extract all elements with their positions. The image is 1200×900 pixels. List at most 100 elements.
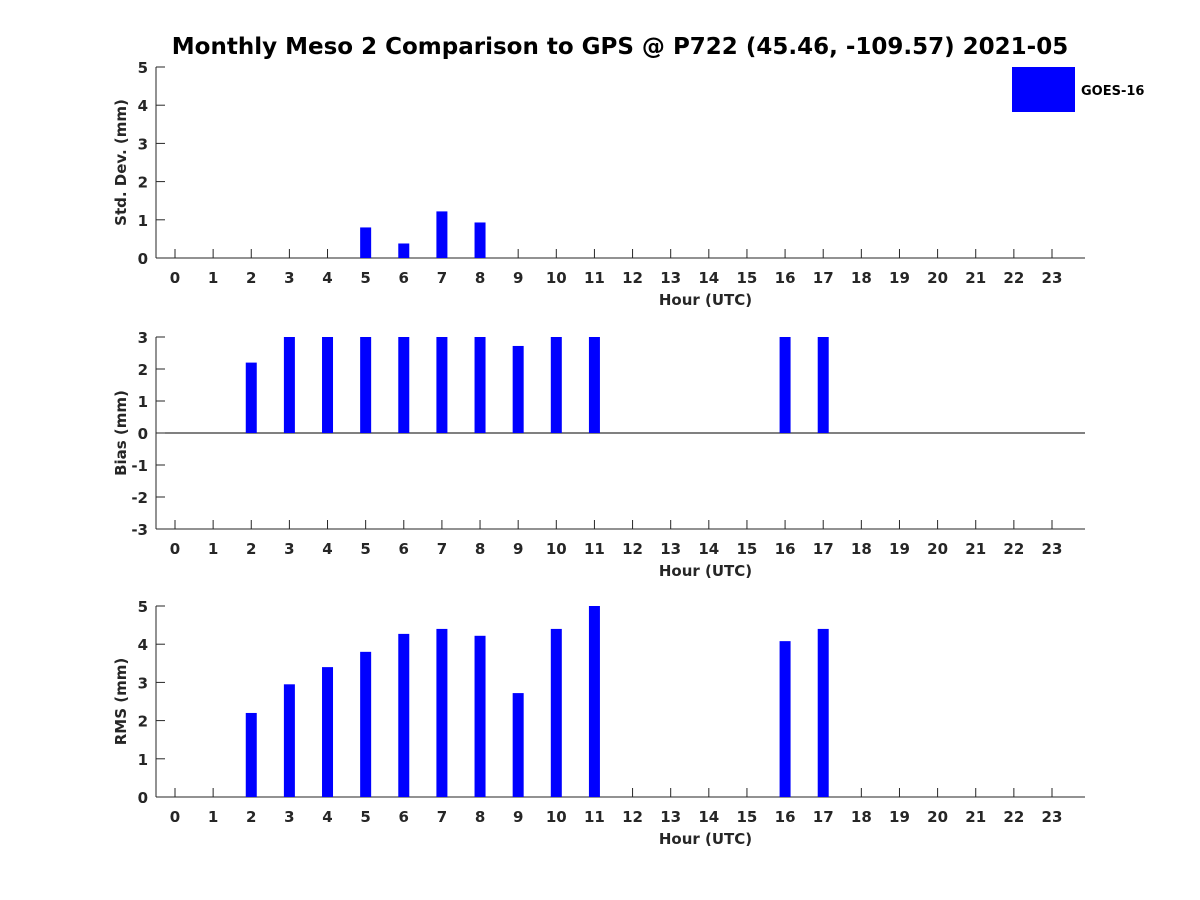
x-tick-label: 14 [698,269,719,287]
x-tick-label: 4 [322,269,332,287]
x-tick-label: 1 [208,269,218,287]
x-tick-label: 12 [622,808,643,826]
x-tick-label: 21 [965,269,986,287]
x-tick-label: 16 [775,540,796,558]
x-tick-label: 21 [965,808,986,826]
bar-hour-6 [398,243,410,258]
bar-hour-11 [588,606,600,797]
x-tick-label: 13 [660,269,681,287]
bar-hour-9 [512,693,524,797]
x-tick-label: 4 [322,808,332,826]
x-tick-label: 9 [513,540,523,558]
x-tick-label: 0 [170,540,180,558]
x-tick-label: 15 [737,808,758,826]
bar-hour-10 [550,628,562,797]
y-tick-label: 3 [138,135,148,153]
y-tick-label: -1 [131,457,148,475]
x-tick-label: 23 [1042,540,1063,558]
y-tick-label: 2 [138,713,148,731]
x-tick-label: 10 [546,808,567,826]
x-tick-label: 8 [475,540,485,558]
y-tick-label: 4 [138,97,148,115]
x-tick-label: 6 [399,808,409,826]
x-tick-label: 8 [475,808,485,826]
x-tick-label: 11 [584,269,605,287]
x-tick-label: 13 [660,808,681,826]
y-tick-label: 5 [138,59,148,77]
x-tick-label: 12 [622,540,643,558]
bar-hour-10 [550,337,562,433]
chart-title: Monthly Meso 2 Comparison to GPS @ P722 … [172,34,1068,60]
x-tick-label: 11 [584,540,605,558]
bar-hour-6 [398,337,410,433]
x-tick-label: 12 [622,269,643,287]
bar-hour-5 [360,227,372,258]
x-tick-label: 7 [437,808,447,826]
x-tick-label: 9 [513,269,523,287]
x-tick-label: 8 [475,269,485,287]
bar-hour-3 [283,337,295,433]
x-tick-label: 16 [775,269,796,287]
x-tick-label: 10 [546,269,567,287]
y-tick-label: -2 [131,489,148,507]
x-tick-label: 23 [1042,808,1063,826]
x-tick-label: 9 [513,808,523,826]
x-tick-label: 1 [208,808,218,826]
x-axis-label: Hour (UTC) [659,562,752,580]
y-tick-label: 0 [138,250,148,268]
x-tick-label: 14 [698,808,719,826]
x-tick-label: 18 [851,808,872,826]
x-tick-label: 3 [284,269,294,287]
x-tick-label: 20 [927,269,948,287]
bar-hour-8 [474,635,486,797]
bar-hour-5 [360,651,372,797]
bar-hour-16 [779,641,791,797]
bar-hour-11 [588,337,600,433]
x-tick-label: 17 [813,540,834,558]
bar-hour-5 [360,337,372,433]
x-tick-label: 15 [737,540,758,558]
bar-hour-16 [779,337,791,433]
x-tick-label: 3 [284,808,294,826]
bar-hour-8 [474,337,486,433]
bar-hour-6 [398,633,410,797]
x-tick-label: 2 [246,269,256,287]
bar-hour-17 [817,337,829,433]
x-tick-label: 2 [246,540,256,558]
bar-hour-4 [322,337,334,433]
x-tick-label: 17 [813,269,834,287]
x-tick-label: 7 [437,269,447,287]
x-tick-label: 17 [813,808,834,826]
x-tick-label: 22 [1003,269,1024,287]
x-tick-label: 7 [437,540,447,558]
x-tick-label: 16 [775,808,796,826]
bar-hour-2 [245,712,257,797]
x-tick-label: 4 [322,540,332,558]
x-tick-label: 23 [1042,269,1063,287]
y-axis-label: Bias (mm) [112,390,130,476]
x-axis-label: Hour (UTC) [659,830,752,848]
x-tick-label: 5 [360,808,370,826]
x-tick-label: 13 [660,540,681,558]
bar-hour-7 [436,628,448,797]
bar-hour-7 [436,337,448,433]
y-tick-label: 1 [138,393,148,411]
x-tick-label: 21 [965,540,986,558]
x-axis-label: Hour (UTC) [659,291,752,309]
bar-hour-3 [283,684,295,797]
x-tick-label: 1 [208,540,218,558]
x-tick-label: 19 [889,540,910,558]
bar-hour-4 [322,667,334,797]
x-tick-label: 6 [399,269,409,287]
x-tick-label: 5 [360,540,370,558]
y-tick-label: 1 [138,212,148,230]
y-tick-label: 4 [138,636,148,654]
x-tick-label: 0 [170,269,180,287]
y-tick-label: 2 [138,174,148,192]
x-tick-label: 19 [889,269,910,287]
